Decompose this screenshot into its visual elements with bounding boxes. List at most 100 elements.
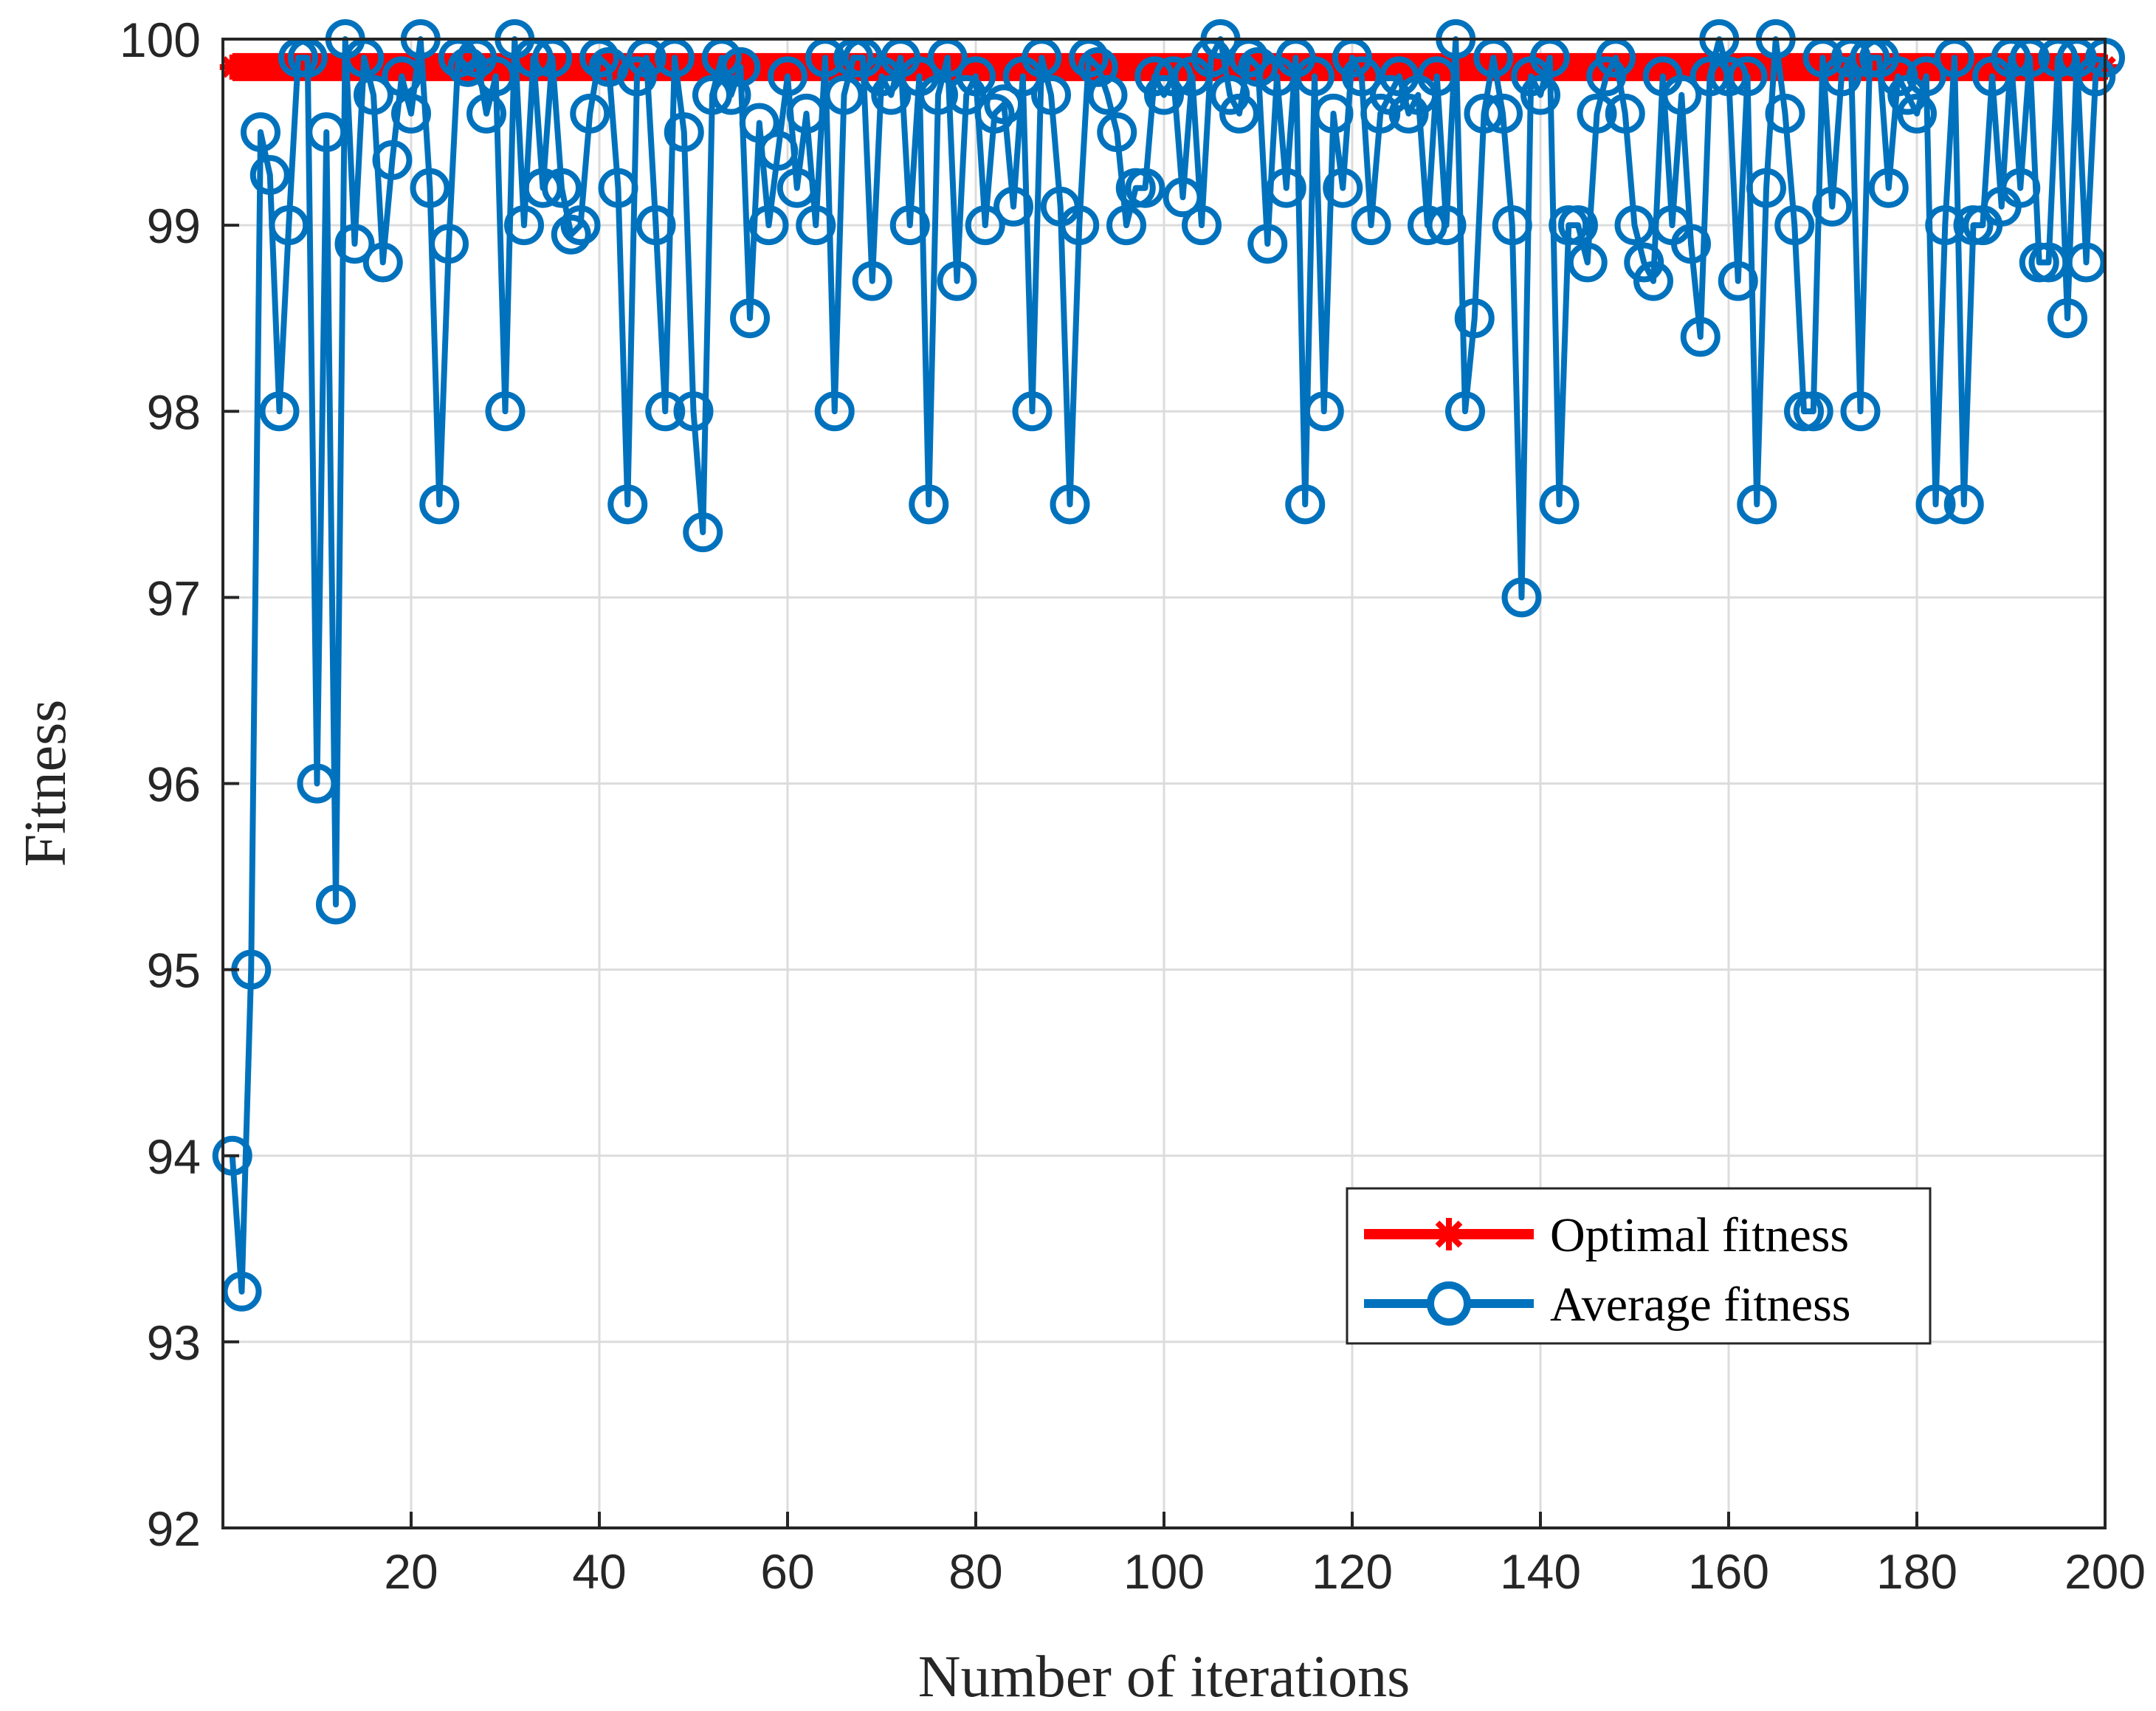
average-fitness-marker [1153,56,1194,97]
average-fitness-marker [1492,205,1532,246]
average-fitness-marker [1238,47,1278,87]
average-fitness-marker [617,56,657,97]
legend-optimal-marker [1433,1218,1465,1250]
average-fitness-marker [974,93,1015,134]
average-fitness-marker [485,391,526,432]
average-fitness-marker [259,391,300,432]
average-fitness-marker [410,168,450,208]
average-fitness-marker [1671,224,1711,264]
average-fitness-marker [1943,484,1984,525]
x-tick-label: 140 [1500,1544,1581,1599]
average-fitness-marker [909,484,949,525]
average-fitness-marker [372,140,413,180]
average-fitness-marker [683,512,723,553]
average-fitness-marker [1059,205,1100,246]
average-fitness-marker [1163,177,1203,218]
average-fitness-marker [212,1135,252,1176]
y-tick-label: 95 [147,943,201,998]
average-fitness-marker [1134,56,1175,97]
average-fitness-marker [391,93,431,134]
average-fitness-marker [871,75,912,115]
average-fitness-marker [927,38,968,78]
average-fitness-marker [1210,75,1250,115]
average-fitness-marker [579,38,619,78]
average-fitness-marker [1991,38,2031,78]
average-fitness-marker [1709,56,1749,97]
average-fitness-marker [504,205,544,246]
average-fitness-marker [1746,168,1786,208]
average-fitness-marker [1285,484,1326,525]
average-fitness-marker [316,884,356,925]
average-fitness-marker [2066,242,2107,283]
average-fitness-marker [1022,38,1062,78]
average-fitness-marker [513,38,554,78]
average-fitness-marker [1586,56,1627,97]
average-fitness-marker [1416,56,1457,97]
average-fitness-marker [1624,242,1664,283]
average-fitness-marker [2047,298,2087,339]
x-tick-label: 80 [948,1544,1002,1599]
x-tick-label: 160 [1688,1544,1769,1599]
average-fitness-marker [758,131,799,171]
average-fitness-marker [730,298,770,339]
average-fitness-marker [768,56,807,97]
average-fitness-marker [1182,205,1222,246]
series-layer [212,19,2125,1312]
average-fitness-marker [1351,205,1391,246]
average-fitness-marker [438,38,478,78]
average-fitness-marker [889,205,930,246]
axis-ticks: 20 40 60 80 100 120 140 160 180 200 92 93 94 95 96 97 98… [120,13,2146,1599]
average-fitness-marker [1727,56,1768,97]
average-fitness-marker [626,38,667,78]
average-fitness-marker [1765,93,1805,134]
average-fitness-marker [956,56,996,97]
average-fitness-marker [1408,205,1447,246]
average-fitness-marker [1567,242,1608,283]
average-fitness-marker [2028,242,2069,283]
average-fitness-marker [1596,38,1636,78]
average-fitness-marker [354,75,393,115]
average-fitness-marker [1925,205,1966,246]
average-fitness-marker [2038,38,2078,78]
average-fitness-marker [937,261,977,301]
x-tick-label: 100 [1123,1544,1205,1599]
y-axis-label: Fitness [13,700,78,867]
average-fitness-marker [786,93,827,134]
average-fitness-marker [382,56,422,97]
average-fitness-marker [852,261,892,301]
average-fitness-marker [1935,38,1974,78]
average-fitness-marker [1577,93,1617,134]
average-fitness-marker [2076,56,2116,97]
average-fitness-marker [1897,93,1937,134]
x-tick-label: 60 [760,1544,814,1599]
average-fitness-marker [655,38,695,78]
average-fitness-marker [673,391,714,432]
average-fitness-marker [1191,38,1231,78]
average-fitness-marker [664,112,704,153]
average-fitness-marker [984,84,1024,125]
legend-average-label: Average fitness [1550,1278,1850,1332]
average-fitness-marker [1529,38,1570,78]
average-fitness-marker [1558,205,1598,246]
average-fitness-marker [692,75,732,115]
average-fitness-marker [344,38,385,78]
average-fitness-marker [1520,75,1560,115]
average-fitness-marker [419,484,460,525]
average-fitness-marker [551,214,591,255]
average-fitness-marker [523,168,563,208]
average-fitness-marker [701,38,742,78]
average-fitness-marker [1303,391,1344,432]
average-fitness-marker [1069,38,1109,78]
average-fitness-marker [598,168,638,208]
average-fitness-marker [1097,112,1137,153]
average-fitness-marker [1614,205,1655,246]
average-fitness-marker [824,75,864,115]
average-fitness-marker [1388,93,1429,134]
average-fitness-marker [1868,168,1909,208]
average-fitness-marker [1737,484,1777,525]
average-fitness-marker [1718,261,1758,301]
average-fitness-marker [1323,168,1363,208]
x-tick-label: 180 [1876,1544,1957,1599]
average-fitness-marker [1219,93,1259,134]
